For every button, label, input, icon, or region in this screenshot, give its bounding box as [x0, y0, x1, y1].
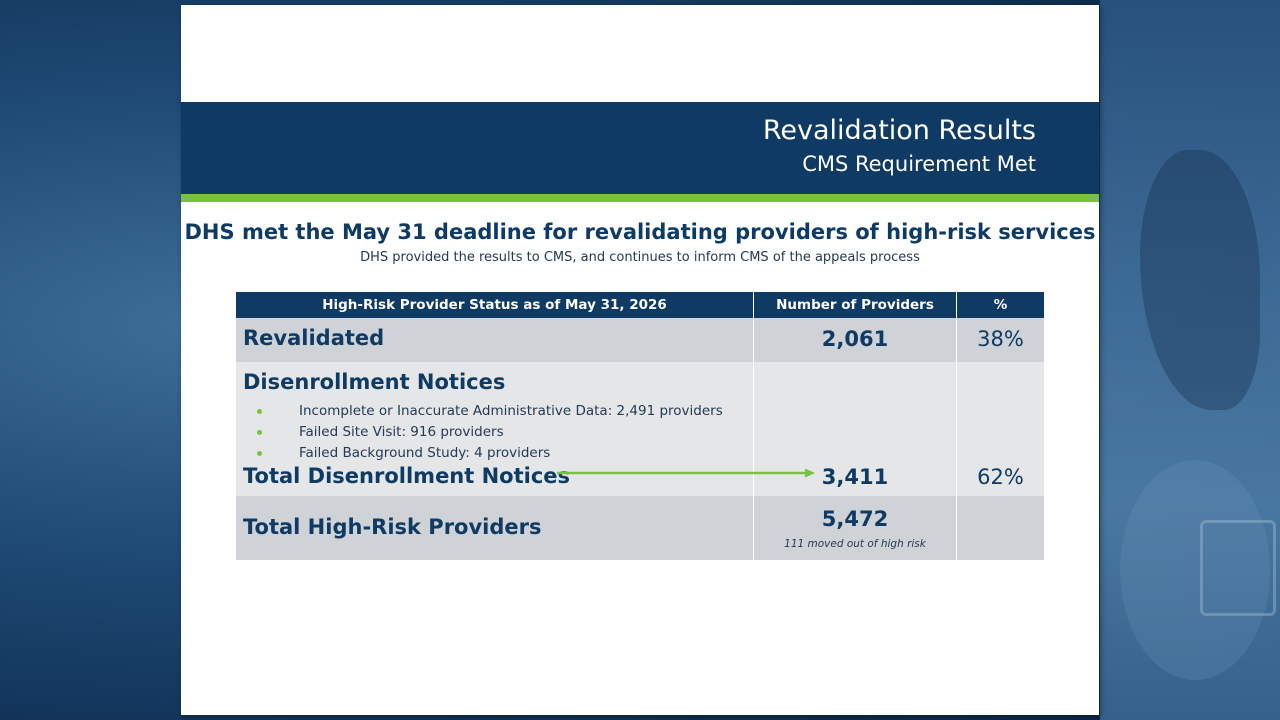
bullet-icon: [257, 451, 262, 456]
total-providers-count: 5,472: [821, 507, 889, 531]
arrow-icon: [557, 468, 815, 478]
total-disenrollment-percent: 62%: [977, 465, 1024, 489]
table-row-total: Total High-Risk Providers 5,472 111 move…: [236, 496, 1044, 560]
list-item: Failed Site Visit: 916 providers: [257, 422, 723, 443]
slide: Revalidation Results CMS Requirement Met…: [181, 5, 1099, 715]
background-shape: [1140, 150, 1260, 410]
header-number: Number of Providers: [754, 292, 957, 318]
total-disenrollment-count: 3,411: [821, 465, 889, 489]
disenrollment-label: Disenrollment Notices: [243, 370, 506, 394]
table-header: High-Risk Provider Status as of May 31, …: [236, 292, 1044, 318]
bullet-icon: [257, 430, 262, 435]
background-shape: [1200, 520, 1276, 616]
header-percent: %: [993, 297, 1008, 313]
moved-out-note: 111 moved out of high risk: [784, 538, 926, 550]
subheadline: DHS provided the results to CMS, and con…: [360, 250, 920, 265]
banner-accent-stripe: [181, 194, 1099, 202]
header-status: High-Risk Provider Status as of May 31, …: [236, 292, 754, 318]
table-row-disenrollment: Disenrollment Notices Incomplete or Inac…: [236, 362, 1044, 496]
background-photo: [1100, 0, 1280, 720]
slide-title: Revalidation Results: [762, 115, 1036, 146]
title-banner: [181, 102, 1099, 194]
background-shape: [1120, 460, 1270, 680]
list-item: Failed Background Study: 4 providers: [257, 443, 723, 464]
revalidated-count: 2,061: [821, 327, 889, 351]
table-row-revalidated: Revalidated 2,061 38%: [236, 318, 1044, 362]
total-disenrollment-label: Total Disenrollment Notices: [243, 464, 571, 488]
list-item: Incomplete or Inaccurate Administrative …: [257, 401, 723, 422]
revalidated-percent: 38%: [977, 327, 1024, 351]
headline: DHS met the May 31 deadline for revalida…: [184, 220, 1096, 244]
revalidated-label: Revalidated: [243, 326, 385, 350]
total-providers-label: Total High-Risk Providers: [243, 515, 542, 539]
provider-status-table: High-Risk Provider Status as of May 31, …: [236, 292, 1044, 560]
disenrollment-reasons-list: Incomplete or Inaccurate Administrative …: [257, 401, 723, 464]
slide-subtitle: CMS Requirement Met: [802, 152, 1036, 176]
bullet-icon: [257, 409, 262, 414]
